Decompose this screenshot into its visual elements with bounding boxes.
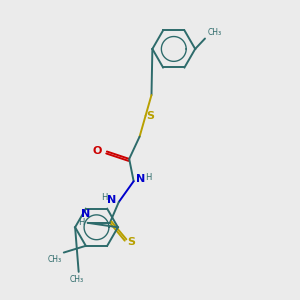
Text: S: S [147, 111, 155, 122]
Text: H: H [145, 172, 151, 182]
Text: N: N [82, 209, 91, 219]
Text: O: O [92, 146, 102, 156]
Text: H: H [78, 218, 84, 227]
Text: N: N [136, 174, 146, 184]
Text: H: H [101, 194, 108, 202]
Text: S: S [128, 237, 136, 248]
Text: CH₃: CH₃ [47, 255, 61, 264]
Text: CH₃: CH₃ [70, 275, 84, 284]
Text: CH₃: CH₃ [207, 28, 221, 37]
Text: N: N [107, 195, 116, 205]
